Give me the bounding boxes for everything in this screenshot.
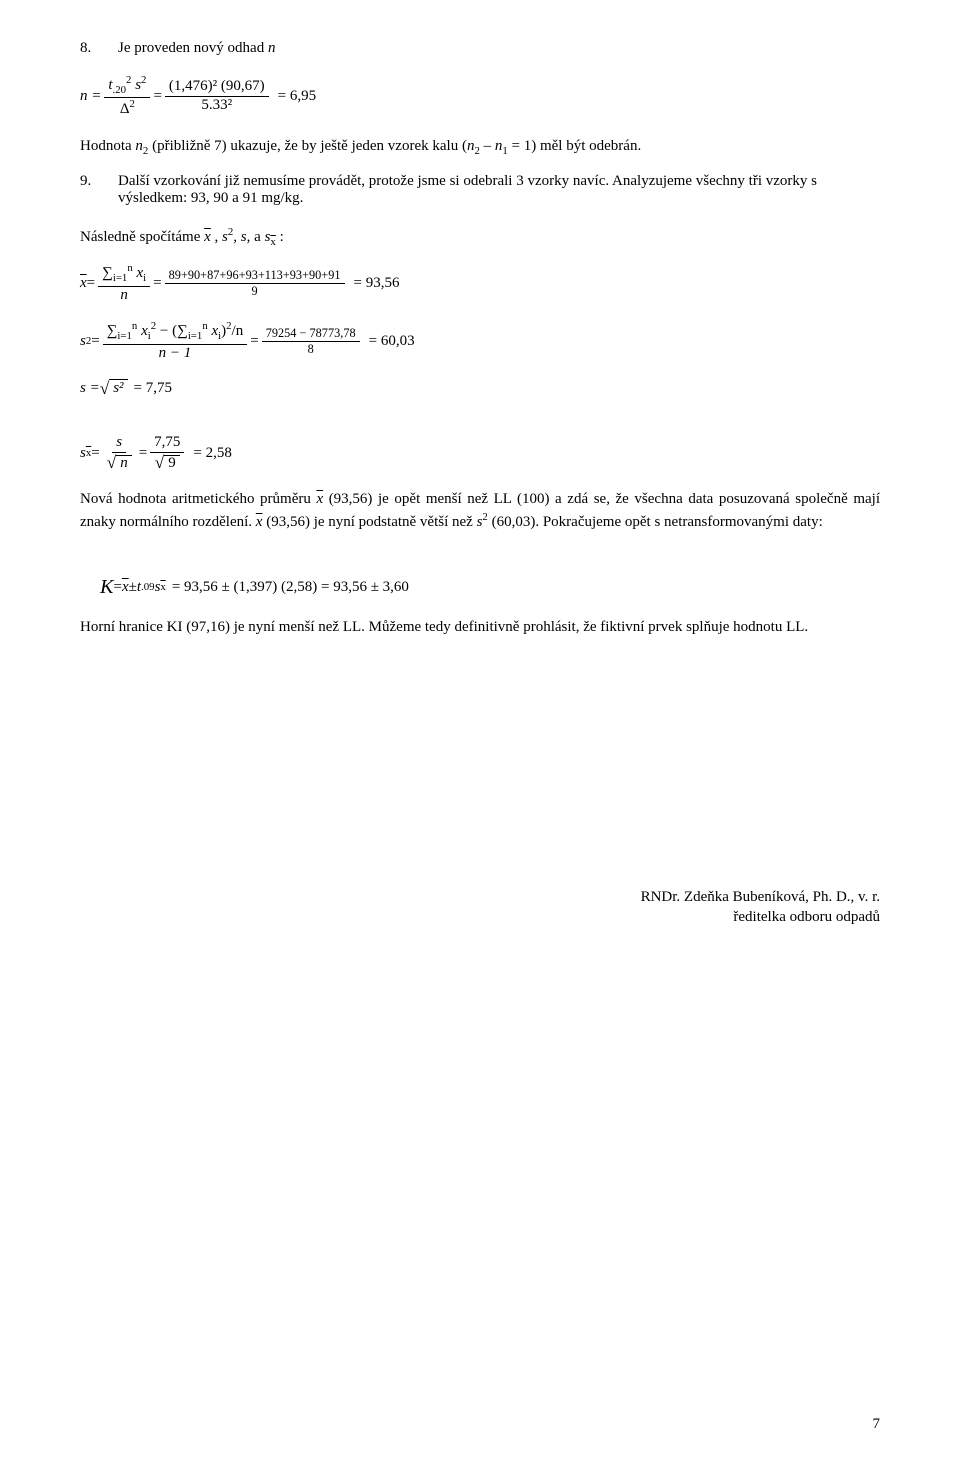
t: Nová hodnota aritmetického průměru xyxy=(80,491,316,507)
para-nasledne: Následně spočítáme x , s2, s, a sx : xyxy=(80,225,880,250)
pm: ± xyxy=(129,579,137,596)
tsub: .09 xyxy=(141,581,155,593)
eq-result: = 93,56 ± (1,397) (2,58) = 93,56 ± 3,60 xyxy=(172,579,409,596)
text: Je proveden nový odhad xyxy=(118,40,268,56)
para-nova: Nová hodnota aritmetického průměru x (93… xyxy=(80,489,880,532)
eq-result: = 2,58 xyxy=(193,445,231,462)
equation-xbar: x = ∑i=1n xi n = 89+90+87+96+93+113+93+9… xyxy=(80,263,880,303)
sub: i xyxy=(143,272,146,284)
xbar: x xyxy=(122,579,129,596)
tsup: 2 xyxy=(126,74,131,86)
var-n: n xyxy=(268,40,276,56)
eq: = xyxy=(153,275,161,292)
t: Následně spočítáme xyxy=(80,229,204,245)
rad: s² xyxy=(109,379,127,397)
xbar: x xyxy=(80,275,87,292)
t: /n xyxy=(232,323,244,339)
sum: ∑ xyxy=(107,323,118,339)
eq: = xyxy=(250,333,258,350)
eq-result: = 6,95 xyxy=(278,88,316,105)
ssup: 2 xyxy=(141,74,146,86)
num: 79254 − 78773,78 xyxy=(262,327,360,342)
item-text: Je proveden nový odhad n xyxy=(118,40,880,57)
den: n − 1 xyxy=(155,345,196,362)
K: K xyxy=(100,576,114,599)
rad: 9 xyxy=(164,455,180,472)
item-number: 9. xyxy=(80,173,118,207)
t: – xyxy=(480,138,495,154)
eq: = xyxy=(87,275,95,292)
num: s xyxy=(112,435,126,453)
author-line1: RNDr. Zdeňka Bubeníková, Ph. D., v. r. xyxy=(80,887,880,907)
xbar: x xyxy=(204,229,211,245)
lhs: s = xyxy=(80,380,100,397)
sum: ∑ xyxy=(102,265,113,281)
x: x xyxy=(137,323,147,339)
den: 5.33² xyxy=(197,97,236,114)
author-block: RNDr. Zdeňka Bubeníková, Ph. D., v. r. ř… xyxy=(80,887,880,928)
equation-s2: s2 = ∑i=1n xi2 − (∑i=1n xi)2/n n − 1 = 7… xyxy=(80,321,880,361)
equation-n: n = t.202 s2 Δ2 = (1,476)² (90,67) 5.33²… xyxy=(80,75,880,118)
item-text: Další vzorkování již nemusíme provádět, … xyxy=(118,173,880,207)
para-horni: Horní hranice KI (97,16) je nyní menší n… xyxy=(80,617,880,637)
para-hodnota: Hodnota n2 (přibližně 7) ukazuje, že by … xyxy=(80,136,880,159)
sub: i=1 xyxy=(113,272,128,284)
den: 9 xyxy=(247,284,261,298)
num: (1,476)² (90,67) xyxy=(165,79,269,97)
eq-lhs: n = xyxy=(80,88,101,105)
sqrt-icon: √ xyxy=(100,380,109,397)
equation-K: K = x ± t.09 sx = 93,56 ± (1,397) (2,58)… xyxy=(100,576,880,599)
num: 7,75 xyxy=(150,435,184,453)
eq: = xyxy=(91,445,99,462)
t: , xyxy=(211,229,222,245)
page-number: 7 xyxy=(873,1416,881,1433)
eq: = xyxy=(139,445,147,462)
dsup: 2 xyxy=(130,98,135,110)
list-item-8: 8. Je proveden nový odhad n xyxy=(80,40,880,57)
t: (60,03). Pokračujeme opět s netransformo… xyxy=(488,514,823,530)
eq: = xyxy=(91,333,99,350)
eq-result: = 60,03 xyxy=(369,333,415,350)
tsub: .20 xyxy=(113,84,127,96)
t: Hodnota xyxy=(80,138,135,154)
rad: n xyxy=(116,455,132,472)
t: − (∑ xyxy=(156,323,188,339)
sqrt-icon: √ xyxy=(107,454,116,471)
eq: = xyxy=(114,579,122,596)
eq: = xyxy=(153,88,161,105)
n: n xyxy=(135,138,143,154)
ssub: x xyxy=(160,581,165,593)
t: : xyxy=(276,229,284,245)
author-line2: ředitelka odboru odpadů xyxy=(80,907,880,927)
t: (přibližně 7) ukazuje, že by ještě jeden… xyxy=(148,138,467,154)
item-number: 8. xyxy=(80,40,118,57)
sub: i=1 xyxy=(188,330,203,342)
num: 89+90+87+96+93+113+93+90+91 xyxy=(165,269,345,284)
t: = 1) měl být odebrán. xyxy=(508,138,641,154)
sqrt-icon: √ xyxy=(155,454,164,471)
delta: Δ xyxy=(120,101,130,117)
x: x xyxy=(208,323,218,339)
equation-s: s = √ s² = 7,75 xyxy=(80,379,880,397)
eq-result: = 93,56 xyxy=(354,275,400,292)
sub: i=1 xyxy=(117,330,132,342)
den: n xyxy=(116,287,132,304)
t: , s, xyxy=(233,229,254,245)
list-item-9: 9. Další vzorkování již nemusíme provádě… xyxy=(80,173,880,207)
eq-result: = 7,75 xyxy=(134,380,172,397)
x: x xyxy=(133,265,143,281)
den: 8 xyxy=(304,342,318,356)
equation-sxbar: sx = s √ n = 7,75 √ 9 xyxy=(80,435,880,471)
t: a xyxy=(254,229,264,245)
t: (93,56) je nyní podstatně větší než xyxy=(262,514,476,530)
